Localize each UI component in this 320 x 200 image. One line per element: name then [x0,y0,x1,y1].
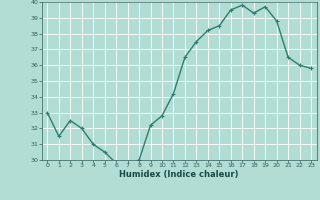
X-axis label: Humidex (Indice chaleur): Humidex (Indice chaleur) [119,170,239,179]
